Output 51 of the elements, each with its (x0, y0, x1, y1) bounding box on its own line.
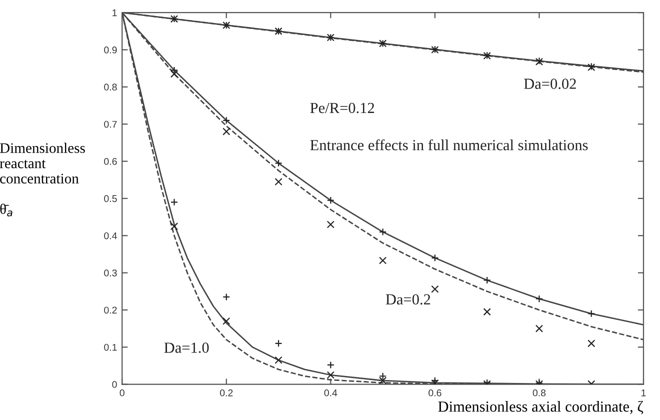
point (483, 308, 491, 316)
point (326, 361, 334, 369)
annotation: Pe/R=0.12 (310, 102, 374, 114)
y-tick-label: 1 (112, 9, 117, 16)
point (378, 376, 387, 384)
point (326, 196, 334, 204)
point (222, 128, 230, 136)
point (274, 340, 282, 348)
x-tick-label: 1 (642, 390, 646, 396)
point (588, 340, 596, 348)
point (535, 294, 544, 303)
annotation: Da=1.0 (164, 342, 209, 353)
point (326, 220, 334, 228)
point (431, 285, 439, 293)
point (170, 222, 178, 230)
y-tick-label: 0.6 (104, 158, 117, 165)
point (222, 293, 230, 301)
y-tick-label: 0.3 (104, 270, 117, 276)
x-tick-label: 0.4 (324, 389, 338, 396)
x-tick-label: 0.2 (220, 389, 233, 396)
x-tick-label: 0.6 (428, 389, 442, 396)
point (274, 159, 282, 167)
x-tick-label: 0.8 (532, 389, 546, 396)
text: Dimensionless reactant concentration θ̄$_{a}$ (0, 142, 85, 216)
y-tick-label: 0.2 (104, 306, 117, 314)
point (222, 317, 230, 325)
point (326, 371, 334, 379)
x-tick-label: 0 (120, 389, 124, 396)
annotation: Entrance effects in full numerical simulations (310, 139, 588, 150)
y-tick-label: 0.8 (104, 84, 117, 91)
point (274, 356, 282, 364)
y-tick-label: 0 (112, 381, 117, 388)
annotation: Da=0.2 (386, 294, 430, 305)
point (170, 70, 178, 78)
point (378, 372, 387, 380)
x-axis-title: Dimensionless axial coordinate, ζ (438, 400, 644, 414)
point (378, 256, 387, 264)
y-tick-label: 0.5 (104, 195, 117, 202)
point (170, 198, 178, 206)
point (378, 228, 387, 236)
annotation: Da=0.02 (524, 78, 576, 90)
point (535, 324, 544, 332)
point (274, 178, 282, 186)
y-tick-label: 0.7 (104, 120, 117, 128)
y-tick-label: 0.9 (104, 46, 117, 54)
point (431, 254, 439, 262)
point (483, 276, 491, 284)
point (222, 116, 230, 124)
y-tick-label: 0.1 (104, 344, 117, 351)
point (588, 310, 596, 318)
y-tick-label: 0.4 (104, 232, 117, 240)
